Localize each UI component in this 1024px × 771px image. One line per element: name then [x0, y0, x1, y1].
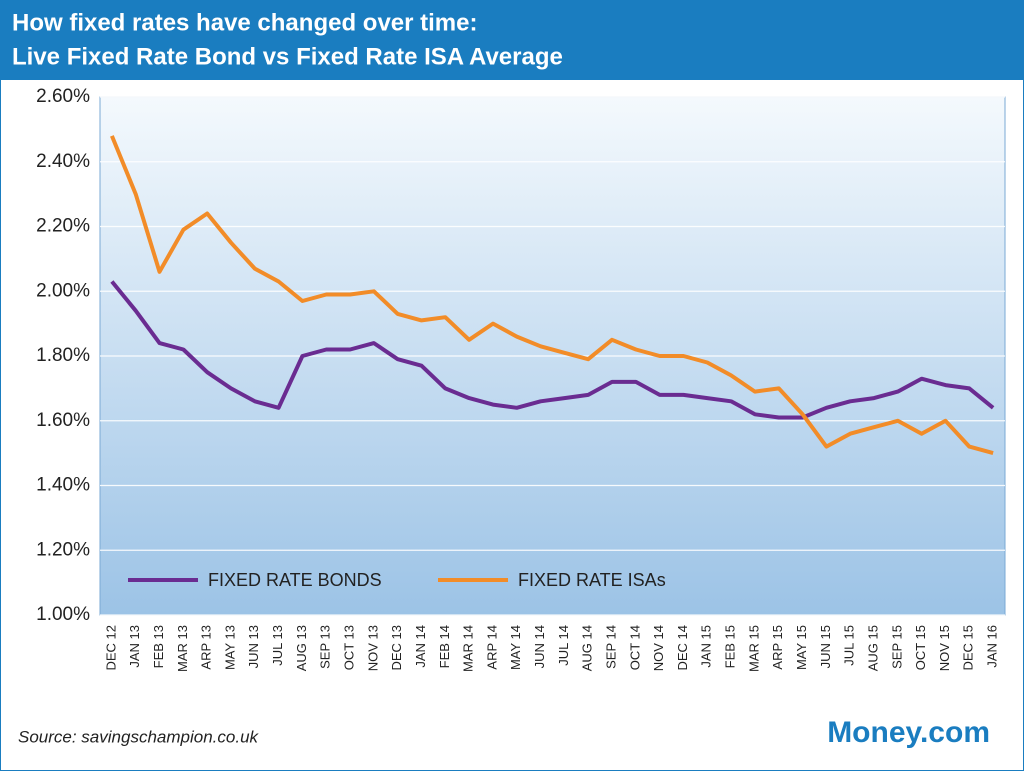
y-tick-label: 1.80% — [36, 345, 90, 366]
y-tick-label: 1.00% — [36, 604, 90, 625]
x-tick-label: NOV 14 — [651, 625, 666, 671]
x-tick-label: AUG 14 — [580, 625, 595, 671]
x-tick-label: SEP 13 — [318, 625, 333, 669]
x-tick-label: MAY 15 — [794, 625, 809, 670]
x-tick-label: SEP 15 — [889, 625, 904, 669]
x-tick-label: AUG 15 — [865, 625, 880, 671]
x-tick-label: JUN 14 — [532, 625, 547, 668]
x-tick-label: JUN 13 — [246, 625, 261, 668]
x-tick-label: OCT 13 — [342, 625, 357, 670]
series-line — [110, 135, 994, 456]
chart-title: How fixed rates have changed over time: — [12, 9, 477, 36]
x-tick-label: MAR 13 — [175, 625, 190, 672]
x-tick-label: DEC 13 — [389, 625, 404, 671]
y-tick-label: 1.40% — [36, 475, 90, 496]
x-tick-label: ARP 15 — [770, 625, 785, 670]
x-tick-label: JAN 13 — [127, 625, 142, 668]
x-tick-label: FEB 14 — [437, 625, 452, 668]
x-tick-label: NOV 15 — [937, 625, 952, 671]
x-tick-label: OCT 14 — [627, 625, 642, 670]
legend-label: FIXED RATE BONDS — [208, 570, 382, 590]
x-tick-label: JUL 15 — [842, 625, 857, 666]
y-tick-label: 2.00% — [36, 280, 90, 301]
legend-label: FIXED RATE ISAs — [518, 570, 666, 590]
x-tick-label: DEC 12 — [103, 625, 118, 671]
header — [0, 0, 1024, 80]
x-tick-label: DEC 15 — [961, 625, 976, 671]
series-line — [110, 280, 995, 420]
x-tick-label: JAN 14 — [413, 625, 428, 668]
y-tick-label: 2.60% — [36, 86, 90, 107]
x-tick-label: JUL 13 — [270, 625, 285, 666]
x-tick-label: FEB 15 — [723, 625, 738, 668]
x-tick-label: SEP 14 — [603, 625, 618, 669]
y-tick-label: 1.60% — [36, 410, 90, 431]
y-tick-label: 1.20% — [36, 539, 90, 560]
x-tick-label: DEC 14 — [675, 625, 690, 671]
x-tick-label: AUG 13 — [294, 625, 309, 671]
source: Source: savingschampion.co.uk — [18, 727, 260, 746]
x-tick-label: MAR 15 — [746, 625, 761, 672]
y-tick-label: 2.40% — [36, 151, 90, 172]
x-tick-label: OCT 15 — [913, 625, 928, 670]
chart-subtitle: Live Fixed Rate Bond vs Fixed Rate ISA A… — [12, 43, 563, 70]
logo: Money.com — [827, 716, 990, 749]
x-tick-label: JUL 14 — [556, 625, 571, 666]
x-tick-label: FEB 13 — [151, 625, 166, 668]
x-tick-label: NOV 13 — [365, 625, 380, 671]
x-tick-label: MAR 14 — [461, 625, 476, 672]
y-tick-label: 2.20% — [36, 216, 90, 237]
x-tick-label: JAN 15 — [699, 625, 714, 668]
x-tick-label: ARP 13 — [199, 625, 214, 670]
x-tick-label: ARP 14 — [484, 625, 499, 670]
x-tick-label: MAY 13 — [222, 625, 237, 670]
x-tick-label: MAY 14 — [508, 625, 523, 670]
x-tick-label: JUN 15 — [818, 625, 833, 668]
x-tick-label: JAN 16 — [985, 625, 1000, 668]
